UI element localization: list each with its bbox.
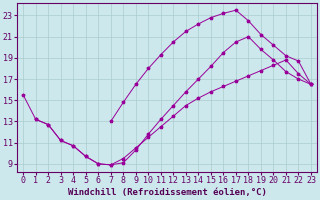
X-axis label: Windchill (Refroidissement éolien,°C): Windchill (Refroidissement éolien,°C) (68, 188, 267, 197)
